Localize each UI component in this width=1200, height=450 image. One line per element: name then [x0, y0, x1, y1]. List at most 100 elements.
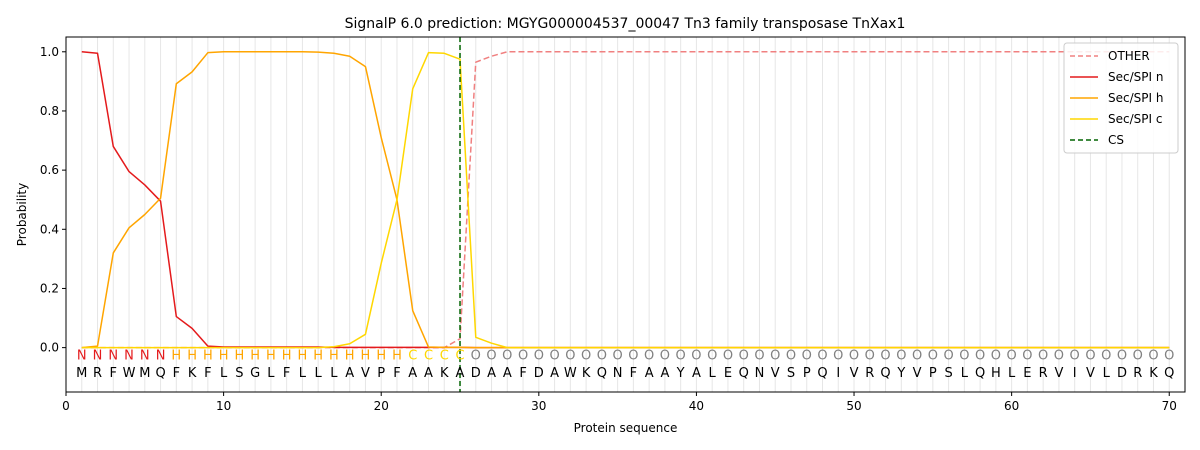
residue-label: Q — [155, 366, 165, 381]
residue-label: D — [1117, 366, 1127, 381]
residue-label: N — [755, 366, 765, 381]
residue-label: F — [173, 366, 180, 381]
residue-label: Y — [896, 366, 905, 381]
region-label: O — [928, 348, 938, 363]
residue-label: S — [787, 366, 795, 381]
legend-label: Sec/SPI h — [1108, 91, 1163, 105]
region-label: O — [471, 348, 481, 363]
residue-label: G — [250, 366, 260, 381]
residue-label: R — [865, 366, 874, 381]
residue-label: K — [582, 366, 591, 381]
residue-label: Q — [597, 366, 607, 381]
residue-label: M — [139, 366, 150, 381]
residue-label: F — [393, 366, 400, 381]
region-label: C — [424, 348, 433, 363]
region-label: H — [329, 348, 339, 363]
region-label: O — [676, 348, 686, 363]
region-label: O — [502, 348, 512, 363]
y-tick-label: 0.6 — [40, 163, 59, 177]
residue-label: A — [424, 366, 433, 381]
x-tick-label: 30 — [531, 399, 546, 413]
region-label: O — [565, 348, 575, 363]
series-lines — [81, 51, 1170, 349]
residue-label: L — [709, 366, 717, 381]
region-label: H — [345, 348, 355, 363]
region-label: O — [549, 348, 559, 363]
region-label: O — [739, 348, 749, 363]
residue-label: I — [836, 366, 840, 381]
region-label: N — [140, 348, 150, 363]
x-tick-label: 10 — [216, 399, 231, 413]
residue-label: L — [330, 366, 338, 381]
x-tick-label: 50 — [846, 399, 861, 413]
region-label: H — [266, 348, 276, 363]
region-label: O — [770, 348, 780, 363]
region-label: N — [108, 348, 118, 363]
y-axis-label: Probability — [15, 183, 29, 246]
region-label: O — [534, 348, 544, 363]
residue-label: V — [850, 366, 859, 381]
residue-label: Y — [676, 366, 685, 381]
residue-label: L — [267, 366, 275, 381]
region-label: O — [644, 348, 654, 363]
residue-label: A — [692, 366, 701, 381]
residue-label: V — [361, 366, 370, 381]
y-tick-label: 0.8 — [40, 104, 59, 118]
region-label: O — [1148, 348, 1158, 363]
region-label: O — [1101, 348, 1111, 363]
x-tick-label: 40 — [689, 399, 704, 413]
residue-label: S — [235, 366, 243, 381]
region-label: O — [817, 348, 827, 363]
region-label: C — [440, 348, 449, 363]
legend: OTHER Sec/SPI n Sec/SPI h Sec/SPI c CS — [1063, 42, 1179, 154]
region-label: N — [77, 348, 87, 363]
residue-label: D — [534, 366, 544, 381]
region-label: H — [187, 348, 197, 363]
y-tick-label: 0.4 — [40, 222, 59, 236]
legend-label: CS — [1108, 133, 1124, 147]
residue-label: L — [961, 366, 969, 381]
residue-label: K — [440, 366, 449, 381]
residue-label: W — [564, 366, 577, 381]
residue-label: R — [1133, 366, 1142, 381]
y-tick-label: 1.0 — [40, 45, 59, 59]
residue-label: L — [1008, 366, 1016, 381]
residue-label: P — [377, 366, 385, 381]
region-label: O — [1038, 348, 1048, 363]
legend-label: OTHER — [1108, 49, 1150, 63]
residue-label: F — [110, 366, 117, 381]
region-label: N — [124, 348, 134, 363]
region-label: O — [707, 348, 717, 363]
residue-label: Q — [975, 366, 985, 381]
residue-label: P — [803, 366, 811, 381]
region-label: O — [754, 348, 764, 363]
chart-title: SignalP 6.0 prediction: MGYG000004537_00… — [345, 16, 906, 32]
region-label: H — [298, 348, 308, 363]
legend-label: Sec/SPI n — [1108, 70, 1163, 84]
residue-label: F — [283, 366, 290, 381]
region-label: O — [660, 348, 670, 363]
region-label: H — [361, 348, 371, 363]
x-tick-label: 70 — [1162, 399, 1177, 413]
region-label: O — [1133, 348, 1143, 363]
region-label: N — [93, 348, 103, 363]
residue-label: A — [660, 366, 669, 381]
series-line-sec-spi-h — [81, 51, 1170, 349]
region-label: H — [282, 348, 292, 363]
residue-label: F — [519, 366, 526, 381]
residue-label: I — [1073, 366, 1077, 381]
region-label: H — [234, 348, 244, 363]
region-label: O — [581, 348, 591, 363]
residue-label: D — [471, 366, 481, 381]
residue-label: A — [503, 366, 512, 381]
residue-label: L — [220, 366, 228, 381]
residue-label: V — [1054, 366, 1063, 381]
residue-label: L — [1103, 366, 1111, 381]
region-label: H — [313, 348, 323, 363]
residue-label: Q — [880, 366, 890, 381]
residue-label: S — [944, 366, 952, 381]
y-tick-label: 0.0 — [40, 341, 59, 355]
region-label: O — [1085, 348, 1095, 363]
residue-label: A — [456, 366, 465, 381]
